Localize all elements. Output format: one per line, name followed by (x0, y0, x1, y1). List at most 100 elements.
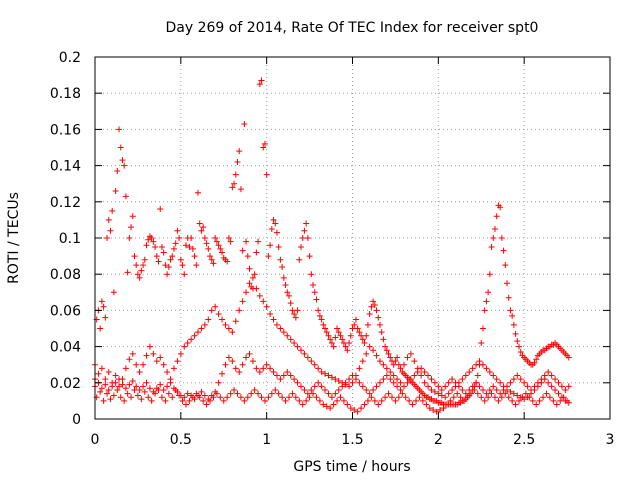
data-point-plus (404, 354, 411, 361)
data-point-plus (351, 321, 358, 328)
data-point-plus (479, 387, 486, 394)
data-point-plus (143, 379, 150, 386)
data-point-plus (555, 390, 562, 397)
data-point-plus (344, 347, 351, 354)
data-point-plus (284, 332, 291, 339)
data-point-plus (229, 184, 236, 191)
data-point-plus (558, 383, 565, 390)
data-point-plus (141, 388, 148, 395)
data-point-plus (134, 392, 141, 399)
data-point-plus (121, 397, 128, 404)
data-point-plus (117, 394, 124, 401)
data-point-plus (529, 397, 536, 404)
data-point-plus (359, 336, 366, 343)
data-point-plus (339, 383, 346, 390)
data-point-plus (435, 390, 442, 397)
data-point-plus (244, 253, 251, 260)
data-point-plus (148, 397, 155, 404)
data-point-plus (479, 325, 486, 332)
data-point-plus (177, 392, 184, 399)
data-point-plus (136, 387, 143, 394)
data-point-plus (220, 397, 227, 404)
data-point-plus (536, 397, 543, 404)
data-point-plus (382, 394, 389, 401)
data-point-plus (454, 390, 461, 397)
data-point-plus (315, 307, 322, 314)
data-point-plus (306, 394, 313, 401)
data-point-plus (347, 332, 354, 339)
data-point-plus (110, 392, 117, 399)
data-point-plus (509, 312, 516, 319)
data-point-plus (289, 390, 296, 397)
data-point-plus (263, 171, 270, 178)
data-point-plus (224, 258, 231, 265)
data-point-plus (552, 376, 559, 383)
data-point-plus (212, 235, 219, 241)
data-point-plus (129, 377, 136, 384)
data-point-plus (447, 397, 454, 404)
data-point-plus (564, 397, 571, 404)
data-point-plus (493, 376, 500, 383)
data-point-plus (322, 387, 329, 394)
data-point-plus (131, 253, 138, 260)
data-point-plus (504, 383, 510, 390)
data-point-plus (196, 220, 203, 227)
data-point-plus (237, 394, 244, 401)
data-point-plus (217, 394, 224, 401)
data-point-plus (442, 383, 449, 390)
data-point-plus (416, 394, 423, 401)
data-point-plus (421, 368, 428, 375)
data-point-plus (273, 321, 280, 328)
data-point-plus (366, 343, 373, 350)
data-point-plus (323, 329, 330, 336)
data-point-plus (364, 397, 371, 404)
data-point-plus (469, 365, 476, 372)
data-point-plus (553, 401, 560, 408)
data-point-plus (370, 347, 377, 354)
data-point-plus (363, 332, 370, 339)
data-point-plus (376, 379, 383, 386)
data-point-plus (303, 220, 310, 227)
data-point-plus (275, 390, 282, 397)
data-point-plus (299, 401, 306, 408)
data-point-plus (239, 361, 246, 368)
data-point-plus (112, 187, 119, 194)
data-point-plus (358, 332, 365, 339)
data-point-plus (311, 289, 318, 296)
data-point-plus (241, 120, 248, 127)
data-point-plus (390, 372, 397, 379)
data-point-plus (237, 186, 244, 193)
data-point-plus (546, 394, 553, 401)
y-tick-label: 0.1 (59, 231, 81, 247)
data-point-plus (287, 372, 294, 379)
data-point-plus (143, 352, 150, 359)
data-point-plus (363, 387, 370, 394)
data-point-plus (284, 289, 291, 296)
data-point-plus (153, 253, 160, 260)
data-point-plus (294, 343, 301, 350)
data-point-plus (112, 379, 119, 386)
data-point-plus (304, 390, 311, 397)
data-point-plus (541, 372, 548, 379)
data-point-plus (287, 300, 294, 307)
data-point-plus (507, 307, 514, 314)
data-point-plus (339, 336, 346, 343)
data-point-plus (225, 235, 232, 241)
data-point-plus (540, 394, 547, 401)
data-point-plus (504, 280, 510, 287)
data-point-plus (102, 314, 109, 321)
data-point-plus (466, 368, 473, 375)
data-point-plus (181, 343, 188, 350)
data-point-plus (423, 401, 430, 408)
data-point-plus (462, 372, 469, 379)
data-point-plus (229, 329, 236, 336)
data-point-plus (500, 387, 507, 394)
data-point-plus (198, 388, 205, 395)
data-point-plus (356, 379, 363, 386)
x-axis-label: GPS time / hours (293, 459, 410, 475)
data-point-plus (332, 390, 339, 397)
data-point-plus (225, 354, 232, 361)
data-point-plus (497, 204, 504, 211)
data-point-plus (131, 387, 138, 394)
data-point-plus (169, 253, 176, 260)
